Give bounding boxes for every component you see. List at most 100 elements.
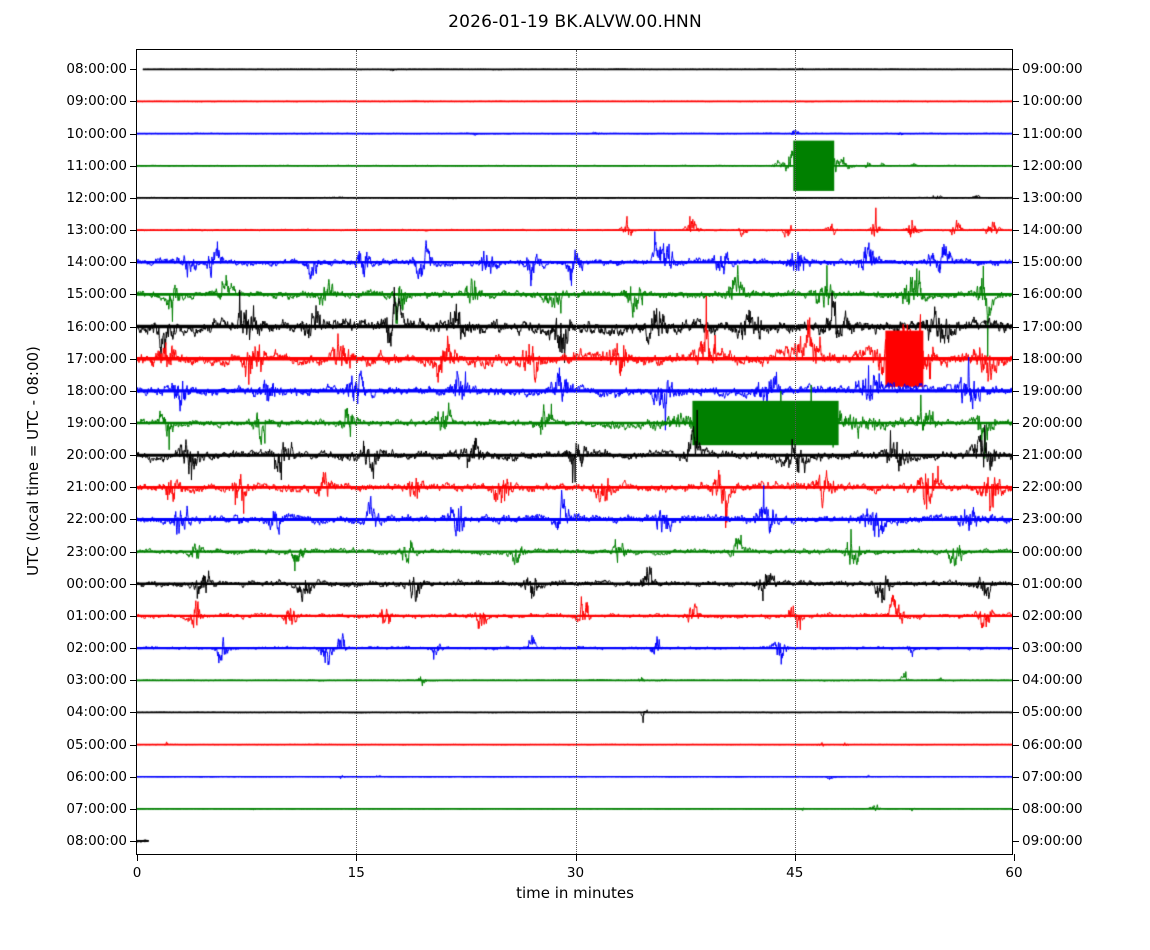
y-tick-right-21 [1012,744,1019,746]
y-tick-label-left-12: 20:00:00 [66,447,127,464]
y-tick-left-21 [130,744,137,746]
y-tick-right-12 [1012,455,1019,457]
y-tick-label-right-12: 21:00:00 [1022,447,1083,464]
y-tick-left-6 [130,262,137,264]
y-tick-left-16 [130,583,137,585]
y-tick-label-right-20: 05:00:00 [1022,704,1083,721]
x-tick-30 [575,854,577,861]
y-tick-label-right-13: 22:00:00 [1022,479,1083,496]
x-tick-0 [137,854,138,861]
y-tick-label-right-4: 13:00:00 [1022,189,1083,206]
y-tick-right-5 [1012,230,1019,232]
y-tick-right-16 [1012,583,1019,585]
y-tick-left-9 [130,358,137,360]
y-tick-label-left-16: 00:00:00 [66,575,127,592]
page-title: 2026-01-19 BK.ALVW.00.HNN [448,12,702,32]
y-tick-label-right-5: 14:00:00 [1022,222,1083,239]
y-tick-right-23 [1012,808,1019,810]
x-tick-label-15: 15 [347,865,365,881]
y-tick-left-20 [130,712,137,714]
y-tick-label-left-19: 03:00:00 [66,672,127,689]
y-tick-label-left-10: 18:00:00 [66,382,127,399]
plot-area: 08:00:00 09:00:00 09:00:00 10:00:00 10:00:00… [66,49,1083,881]
waveform-canvas-wrap [137,50,1012,854]
y-tick-right-22 [1012,776,1019,778]
y-tick-label-right-18: 03:00:00 [1022,640,1083,657]
gridline-x-15 [356,50,358,854]
y-tick-label-right-22: 07:00:00 [1022,768,1083,785]
y-tick-label-left-0: 08:00:00 [66,61,127,78]
x-tick-15 [356,854,358,861]
y-tick-label-left-20: 04:00:00 [66,704,127,721]
y-tick-right-18 [1012,648,1019,650]
y-tick-right-7 [1012,294,1019,296]
y-tick-label-left-22: 06:00:00 [66,768,127,785]
y-tick-label-left-6: 14:00:00 [66,254,127,271]
y-tick-label-right-10: 19:00:00 [1022,382,1083,399]
y-tick-left-15 [130,551,137,553]
y-tick-left-12 [130,455,137,457]
y-tick-label-left-8: 16:00:00 [66,318,127,335]
y-tick-label-right-17: 02:00:00 [1022,607,1083,624]
y-tick-label-right-16: 01:00:00 [1022,575,1083,592]
y-axis-label: UTC (local time = UTC - 08:00) [24,346,42,576]
y-tick-label-left-13: 21:00:00 [66,479,127,496]
y-tick-label-left-1: 09:00:00 [66,93,127,110]
y-tick-label-left-9: 17:00:00 [66,350,127,367]
y-tick-label-right-21: 06:00:00 [1022,736,1083,753]
y-tick-left-5 [130,230,137,232]
y-tick-label-right-9: 18:00:00 [1022,350,1083,367]
y-tick-label-right-14: 23:00:00 [1022,511,1083,528]
y-tick-left-10 [130,390,137,392]
y-tick-left-3 [130,165,137,167]
y-tick-label-left-2: 10:00:00 [66,125,127,142]
y-tick-left-0 [130,69,137,71]
y-tick-left-17 [130,615,137,617]
y-tick-left-13 [130,487,137,489]
y-tick-label-right-2: 11:00:00 [1022,125,1083,142]
x-tick-60 [1014,854,1015,861]
y-tick-right-3 [1012,165,1019,167]
y-tick-right-10 [1012,390,1019,392]
y-tick-label-left-15: 23:00:00 [66,543,127,560]
y-tick-left-18 [130,648,137,650]
y-tick-label-right-15: 00:00:00 [1022,543,1083,560]
y-tick-label-left-3: 11:00:00 [66,157,127,174]
x-tick-label-30: 30 [566,865,585,881]
y-tick-right-1 [1012,101,1019,103]
y-tick-right-15 [1012,551,1019,553]
y-tick-label-left-5: 13:00:00 [66,222,127,239]
y-tick-left-23 [130,808,137,810]
y-tick-left-19 [130,680,137,682]
y-tick-right-20 [1012,712,1019,714]
y-tick-right-9 [1012,358,1019,360]
y-tick-label-right-1: 10:00:00 [1022,93,1083,110]
gridline-x-30 [575,50,577,854]
y-tick-label-right-23: 08:00:00 [1022,800,1083,817]
y-tick-left-2 [130,133,137,135]
y-tick-right-8 [1012,326,1019,328]
y-tick-right-2 [1012,133,1019,135]
y-tick-label-right-3: 12:00:00 [1022,157,1083,174]
y-tick-left-11 [130,423,137,425]
y-tick-left-22 [130,776,137,778]
y-tick-label-left-4: 12:00:00 [66,189,127,206]
y-tick-label-right-24: 09:00:00 [1022,833,1083,850]
gridline-x-45 [794,50,796,854]
waveform-canvas [137,50,1012,854]
y-tick-label-left-24: 08:00:00 [66,833,127,850]
y-tick-label-right-19: 04:00:00 [1022,672,1083,689]
y-tick-right-19 [1012,680,1019,682]
y-tick-label-left-11: 19:00:00 [66,415,127,432]
y-tick-right-6 [1012,262,1019,264]
y-tick-label-left-14: 22:00:00 [66,511,127,528]
x-tick-label-0: 0 [132,865,142,881]
y-tick-left-14 [130,519,137,521]
y-tick-label-right-7: 16:00:00 [1022,286,1083,303]
y-tick-left-24 [130,841,137,843]
y-tick-label-left-23: 07:00:00 [66,800,127,817]
y-tick-label-right-0: 09:00:00 [1022,61,1083,78]
y-tick-label-left-18: 02:00:00 [66,640,127,657]
y-tick-label-right-6: 15:00:00 [1022,254,1083,271]
